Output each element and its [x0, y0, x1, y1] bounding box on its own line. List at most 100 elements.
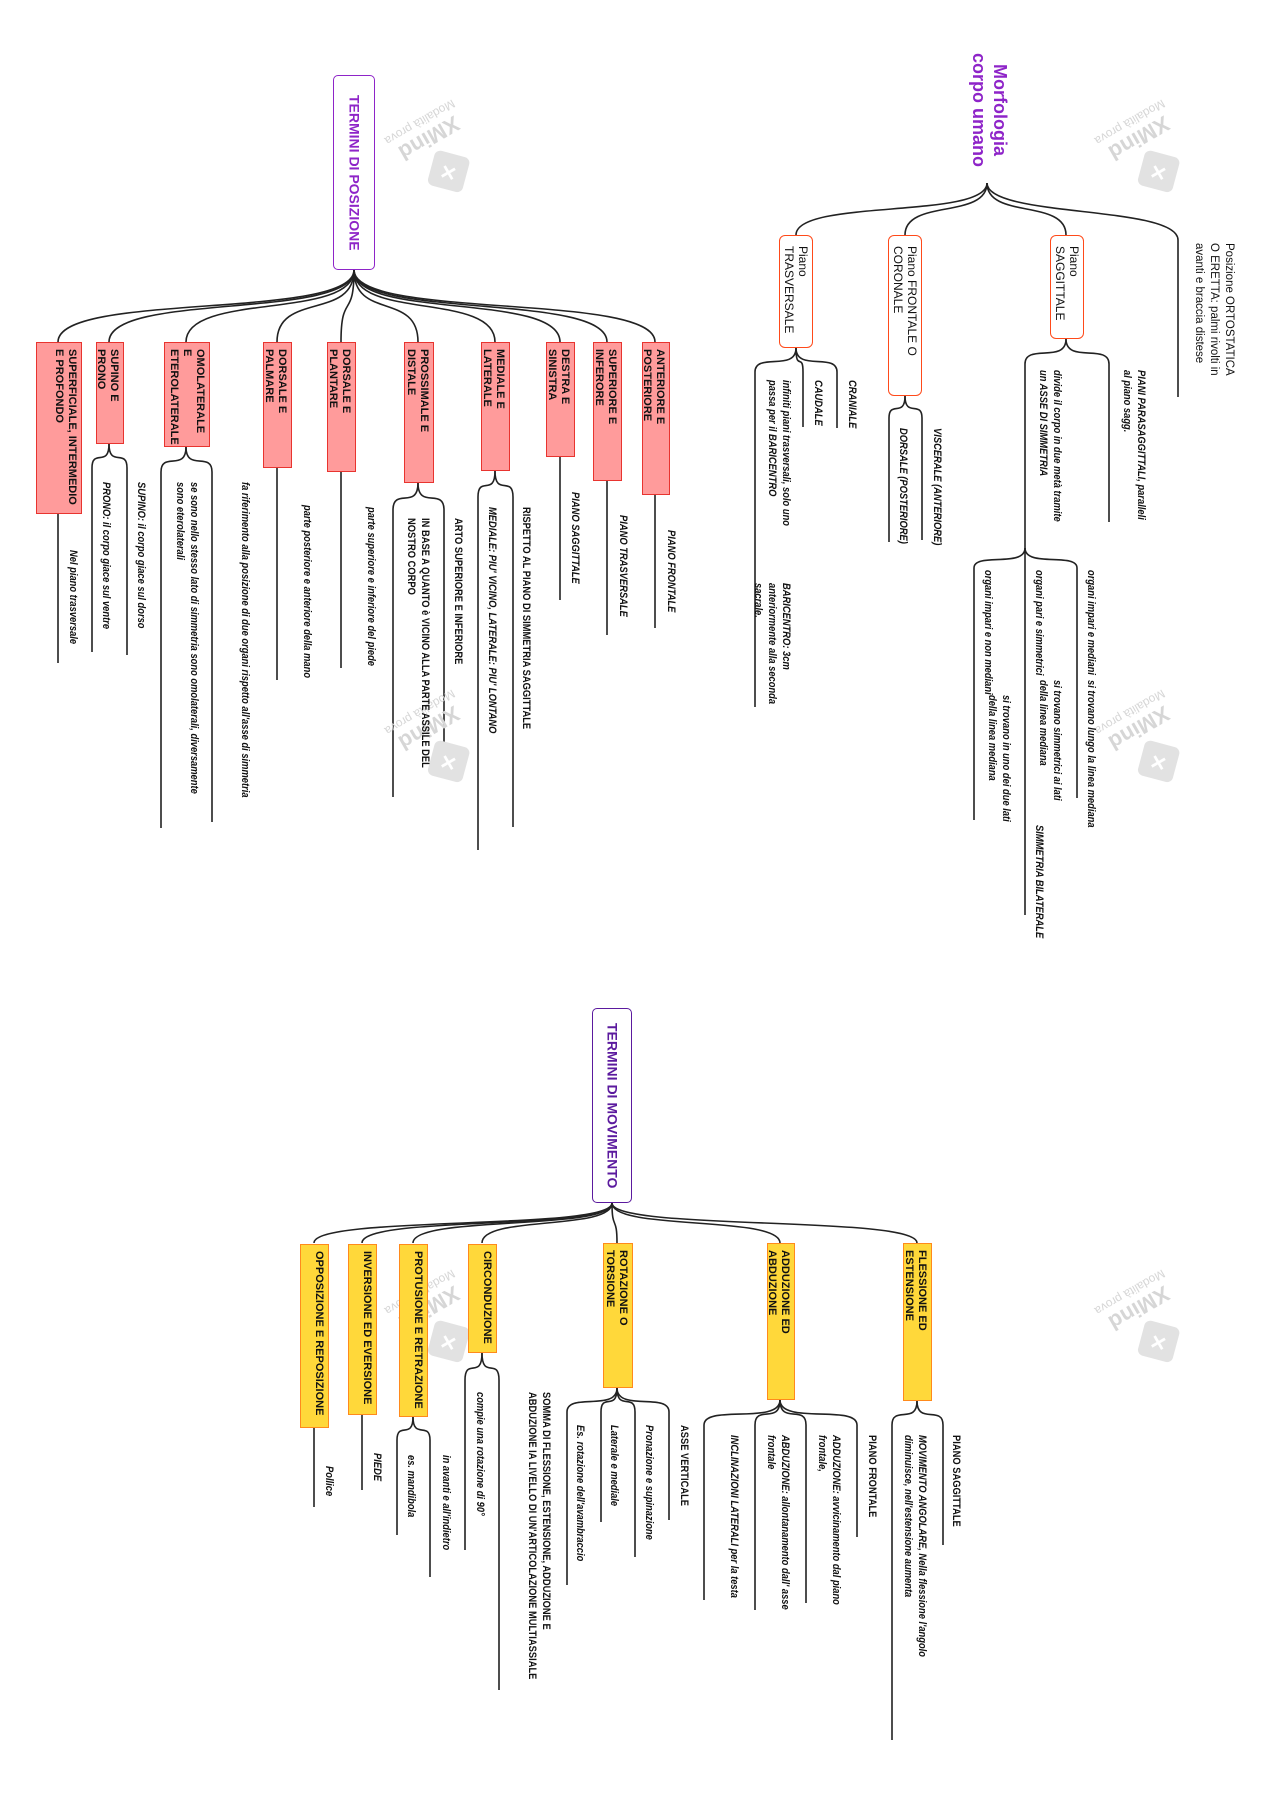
subtopic-organi-impari-non-mediani[interactable]: organi impari e non mediani	[982, 570, 994, 695]
subtopic[interactable]: ADDUZIONE: avvicinamento dal piano front…	[816, 1435, 842, 1605]
subtopic[interactable]: PIANO SAGGITTALE	[950, 1435, 962, 1527]
subtopic[interactable]: PRONO: il corpo giace sul ventre	[100, 482, 112, 630]
subtopic[interactable]: SOMMA DI FLESSIONE, ESTENSIONE, ADDUZION…	[526, 1392, 552, 1680]
topic-opposizione[interactable]: OPPOSIZIONE E REPOSIZIONE	[300, 1244, 329, 1428]
subtopic-craniale[interactable]: CRANIALE	[846, 380, 858, 429]
connector-line	[611, 1202, 918, 1244]
xmind-logo-icon: ✕	[426, 739, 471, 784]
subtopic[interactable]: es. mandibola	[405, 1455, 417, 1518]
topic-protusione[interactable]: PROTUSIONE E RETRAZIONE	[399, 1244, 428, 1417]
topic-rotazione[interactable]: ROTAZIONE O TORSIONE	[603, 1243, 633, 1388]
connector-line	[600, 1387, 618, 1522]
connector-line	[57, 269, 355, 343]
subtopic-piani-parasagittali[interactable]: PIANI PARASAGGITTALI, paralleli al piano…	[1121, 370, 1147, 520]
subtopic[interactable]: PIANO TRASVERSALE	[617, 515, 629, 617]
subtopic[interactable]: parte superiore e inferiore del piede	[365, 507, 377, 667]
connector-line	[160, 446, 187, 828]
subtopic-viscerale[interactable]: VISCERALE (ANTERIORE)	[931, 428, 943, 546]
connector-line	[361, 1202, 613, 1244]
subtopic[interactable]: MEDIALE: PIU' VICINO, LATERALE: PIU' LON…	[486, 507, 498, 734]
connector-line	[353, 269, 419, 343]
subtopic[interactable]: ABDUZIONE: allontanamento dall' asse fro…	[765, 1435, 791, 1610]
topic-adduzione[interactable]: ADDUZIONE ED ABDUZIONE	[766, 1243, 795, 1400]
topic-superiore-inferiore[interactable]: SUPERIORE E INFERORE	[593, 342, 622, 481]
subtopic-divide-corpo[interactable]: divide il corpo in due metà tramite un A…	[1037, 370, 1063, 522]
subtopic-caudale[interactable]: CAUDALE	[812, 380, 824, 426]
subtopic[interactable]: PIANO FRONTALE	[665, 530, 677, 613]
subtopic[interactable]: ARTO SUPERIORE E INFERIORE	[452, 518, 464, 665]
topic-omolaterale[interactable]: OMOLATERALE E ETEROLATERALE	[164, 342, 210, 447]
topic-circonduzione[interactable]: CIRCONDUZIONE	[468, 1244, 497, 1353]
topic-posizione-ortostatica[interactable]: Posizione ORTOSTATICA O ERETTA: palmi ri…	[1193, 243, 1235, 376]
subtopic-organi-impari-mediani[interactable]: organi impari e mediani	[1085, 570, 1097, 675]
subtopic[interactable]: se sono nello stesso lato di simmetria s…	[174, 482, 200, 794]
connector-line	[396, 1416, 414, 1535]
subtopic-simmetrici-lati[interactable]: si trovano simmetrici ai lati della line…	[1037, 680, 1063, 801]
topic-destra-sinistra[interactable]: DESTRA E SINISTRA	[546, 342, 575, 457]
xmind-logo-icon: ✕	[1136, 739, 1181, 784]
connector-line	[616, 1387, 636, 1557]
topic-mediale-laterale[interactable]: MEDIALE E LATERALE	[481, 342, 510, 471]
connector-line	[464, 1352, 483, 1550]
subtopic[interactable]: Laterale e mediale	[608, 1425, 620, 1507]
central-topic-movimento[interactable]: TERMINI DI MOVIMENTO	[592, 1008, 632, 1203]
central-topic-morfologia[interactable]: Morfologia corpo umano	[969, 52, 1010, 167]
topic-dorsale-palmare[interactable]: DORSALE E PALMARE	[263, 342, 292, 468]
connector-line	[481, 1202, 613, 1244]
subtopic[interactable]: MOVIMENTO ANGOLARE, Nella flessione l'an…	[902, 1435, 928, 1657]
connector-line	[313, 1202, 613, 1244]
topic-prossimale-distale[interactable]: PROSSIMALE E DISTALE	[404, 342, 434, 483]
subtopic[interactable]: compie una rotazione di 90°	[474, 1392, 486, 1516]
topic-supino-prono[interactable]: SUPINO E PRONO	[95, 342, 124, 444]
connector-line	[108, 269, 355, 343]
connector-line	[611, 1202, 781, 1244]
subtopic-dorsale[interactable]: DORSALE (POSTERIORE)	[897, 428, 909, 544]
subtopic[interactable]: ASSE VERTICALE	[678, 1425, 690, 1507]
connector-line	[795, 347, 804, 427]
subtopic[interactable]: Pollice	[323, 1466, 335, 1497]
subtopic[interactable]: PIANO FRONTALE	[866, 1435, 878, 1518]
subtopic[interactable]: PIANO SAGGITTALE	[569, 492, 581, 584]
topic-piano-trasversale[interactable]: Piano TRASVERSALE	[779, 235, 813, 348]
connector-line	[353, 269, 656, 343]
subtopic-linea-mediana[interactable]: si trovano lungo la linea mediana	[1085, 680, 1097, 828]
topic-piano-sagittale[interactable]: Piano SAGGITTALE	[1050, 235, 1084, 339]
xmind-logo-icon: ✕	[1136, 1319, 1181, 1364]
connector-line	[754, 1399, 781, 1610]
connector-line	[1024, 547, 1078, 798]
subtopic-infiniti-piani[interactable]: infiniti piani trasversali, solo uno pas…	[766, 380, 792, 527]
topic-dorsale-plantare[interactable]: DORSALE E PLANTARE	[327, 342, 356, 472]
subtopic[interactable]: Es. rotazione dell'avambraccio	[574, 1425, 586, 1562]
connector-line	[779, 1399, 858, 1537]
connector-line	[986, 182, 1067, 236]
connector-line	[616, 1387, 670, 1520]
central-topic-posizione[interactable]: TERMINI DI POSIZIONE	[333, 75, 375, 270]
subtopic[interactable]: in avanti e all'indietro	[440, 1455, 452, 1551]
topic-piano-frontale[interactable]: Piano FRONTALE O CORONALE	[888, 235, 922, 396]
subtopic[interactable]: SUPINO: il corpo giace sul dorso	[135, 482, 147, 629]
subtopic[interactable]: Pronazione e supinazione	[643, 1425, 655, 1540]
connector-line	[986, 182, 1179, 397]
subtopic-baricentro[interactable]: BARICENTRO: 3cm anteriormente alla secon…	[752, 583, 792, 705]
topic-anteriore-posteriore[interactable]: ANTERIORE E POSTERIORE	[641, 342, 670, 495]
subtopic[interactable]: PIEDE	[371, 1453, 383, 1482]
subtopic[interactable]: RISPETTO AL PIANO DI SIMMETRIA SAGGITTAL…	[520, 507, 532, 730]
subtopic[interactable]: IN BASE A QUANTO è VICINO ALLA PARTE ASS…	[405, 518, 431, 768]
subtopic[interactable]: parte posteriore e anteriore della mano	[301, 505, 313, 679]
subtopic-simmetria-bilaterale[interactable]: SIMMETRIA BILATERALE	[1033, 825, 1045, 939]
topic-flessione[interactable]: FLESSIONE ED ESTENSIONE	[903, 1243, 932, 1401]
connector-line	[904, 182, 988, 236]
subtopic-organi-pari[interactable]: organi pari e simmetrici	[1033, 570, 1045, 676]
connector-line	[417, 482, 445, 750]
connector-line	[754, 347, 797, 707]
topic-inversione[interactable]: INVERSIONE ED EVERSIONE	[348, 1244, 377, 1415]
connector-line	[891, 1400, 918, 1740]
connector-line	[185, 269, 355, 343]
connector-line	[185, 446, 213, 822]
topic-superficiale[interactable]: SUPERFICIALE, INTERMEDIO E PROFONDO	[36, 342, 82, 514]
subtopic-uno-dei-lati[interactable]: si trovano in uno dei due lati della lin…	[986, 695, 1012, 822]
subtopic[interactable]: Nel piano trasversale	[67, 550, 79, 645]
subtopic[interactable]: INCLINAZIONI LATERALI per la testa	[728, 1435, 740, 1598]
subtopic[interactable]: fa riferimento alla posizione di due org…	[239, 482, 251, 798]
